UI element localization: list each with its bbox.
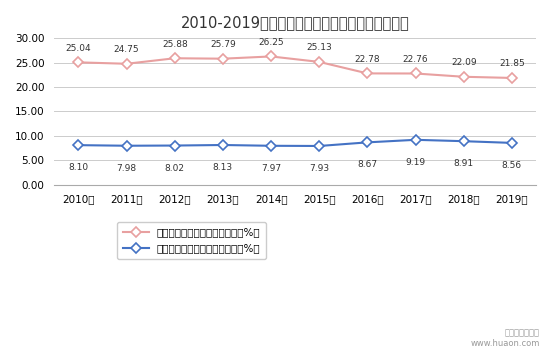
Text: 25.13: 25.13 — [306, 43, 332, 52]
Text: 7.98: 7.98 — [116, 164, 137, 173]
Text: 8.56: 8.56 — [502, 161, 522, 170]
Line: 牙买加农业女性就业人员占比（%）: 牙买加农业女性就业人员占比（%） — [75, 136, 515, 149]
牙买加农业女性就业人员占比（%） — [509, 141, 515, 145]
牙买加农业男性就业人员占比（%） — [509, 76, 515, 80]
Text: 7.97: 7.97 — [261, 164, 281, 173]
牙买加农业女性就业人员占比（%） — [412, 138, 419, 142]
Text: 8.13: 8.13 — [213, 163, 233, 172]
Text: 22.76: 22.76 — [403, 55, 428, 64]
牙买加农业男性就业人员占比（%） — [412, 71, 419, 76]
Text: 24.75: 24.75 — [114, 45, 139, 54]
Text: 22.09: 22.09 — [451, 58, 477, 67]
牙买加农业女性就业人员占比（%） — [461, 139, 467, 143]
Text: 25.79: 25.79 — [210, 40, 236, 49]
Legend: 牙买加农业男性就业人员占比（%）, 牙买加农业女性就业人员占比（%）: 牙买加农业男性就业人员占比（%）, 牙买加农业女性就业人员占比（%） — [117, 222, 266, 259]
牙买加农业女性就业人员占比（%） — [316, 144, 322, 148]
牙买加农业女性就业人员占比（%） — [75, 143, 82, 147]
牙买加农业女性就业人员占比（%） — [268, 144, 274, 148]
Text: 25.88: 25.88 — [162, 39, 188, 49]
Text: 8.67: 8.67 — [358, 160, 377, 169]
牙买加农业男性就业人员占比（%） — [171, 56, 178, 60]
Line: 牙买加农业男性就业人员占比（%）: 牙买加农业男性就业人员占比（%） — [75, 53, 515, 81]
Text: 7.93: 7.93 — [309, 164, 329, 173]
Text: 8.10: 8.10 — [68, 163, 89, 172]
Text: 22.78: 22.78 — [355, 55, 380, 64]
牙买加农业女性就业人员占比（%） — [123, 144, 130, 148]
Text: 8.02: 8.02 — [165, 164, 185, 173]
牙买加农业男性就业人员占比（%） — [220, 56, 226, 61]
Text: 9.19: 9.19 — [406, 158, 426, 167]
牙买加农业男性就业人员占比（%） — [123, 62, 130, 66]
牙买加农业男性就业人员占比（%） — [364, 71, 371, 76]
牙买加农业男性就业人员占比（%） — [316, 60, 322, 64]
Text: 8.91: 8.91 — [453, 159, 474, 168]
Text: 26.25: 26.25 — [258, 38, 284, 47]
牙买加农业男性就业人员占比（%） — [75, 60, 82, 65]
Title: 2010-2019年牙买加男性、女性农业就业人员占比: 2010-2019年牙买加男性、女性农业就业人员占比 — [181, 15, 409, 30]
Text: 华经产业研究院
www.huaon.com: 华经产业研究院 www.huaon.com — [471, 328, 540, 348]
牙买加农业男性就业人员占比（%） — [461, 75, 467, 79]
牙买加农业女性就业人员占比（%） — [220, 143, 226, 147]
牙买加农业女性就业人员占比（%） — [364, 140, 371, 144]
牙买加农业女性就业人员占比（%） — [171, 143, 178, 148]
Text: 21.85: 21.85 — [499, 59, 525, 68]
Text: 25.04: 25.04 — [66, 44, 91, 53]
牙买加农业男性就业人员占比（%） — [268, 54, 274, 59]
